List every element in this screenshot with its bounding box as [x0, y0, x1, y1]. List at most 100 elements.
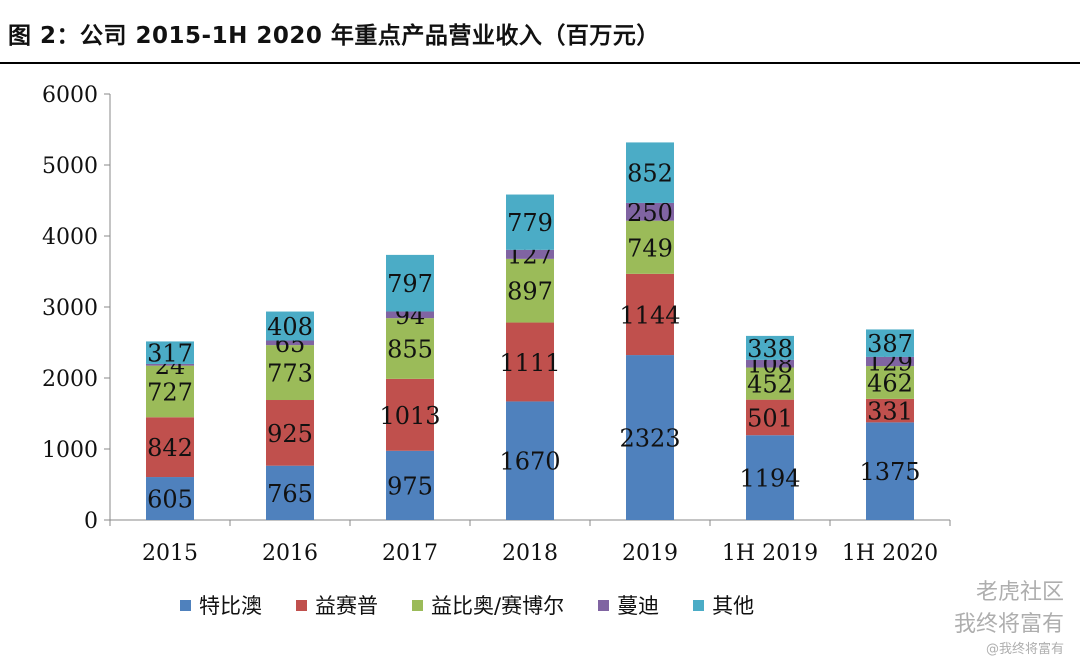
data-label: 765 [267, 480, 313, 508]
bar-segment [746, 435, 794, 520]
bar-segment [626, 142, 674, 203]
bar-segment [266, 400, 314, 466]
bar-segment [386, 311, 434, 319]
data-label: 2323 [619, 425, 680, 453]
legend-item: 益比奥/赛博尔 [412, 590, 564, 620]
bar-segment [506, 258, 554, 323]
bar-segment [746, 399, 794, 436]
bar-segment [746, 359, 794, 368]
x-tick-label: 2016 [262, 541, 318, 566]
watermark-line2: @我终将富有 [985, 642, 1064, 657]
bar-segment [626, 202, 674, 221]
bar-segment [386, 254, 434, 312]
bar-segment [386, 450, 434, 520]
bar-segment [866, 329, 914, 357]
data-label: 331 [867, 398, 913, 426]
bar-segment [386, 318, 434, 379]
bar-segment [866, 422, 914, 520]
bar-segment [146, 363, 194, 366]
x-tick-label: 2019 [622, 541, 678, 566]
data-label: 852 [627, 160, 673, 188]
bar-segment [626, 355, 674, 520]
legend-label: 特比澳 [199, 594, 262, 618]
legend-label: 蔓迪 [617, 594, 660, 618]
data-label: 1013 [379, 402, 440, 430]
bar-segment [266, 311, 314, 341]
legend-swatch [180, 599, 191, 611]
data-label: 408 [267, 313, 313, 341]
data-label: 1111 [499, 349, 560, 377]
data-label: 452 [747, 371, 793, 399]
bar-segment [266, 340, 314, 346]
x-tick-label: 2018 [502, 541, 558, 566]
x-tick-label: 2015 [142, 541, 198, 566]
data-label: 779 [507, 209, 553, 237]
legend-label: 益赛普 [315, 594, 378, 618]
bar-segment [506, 401, 554, 520]
data-label: 727 [147, 378, 193, 406]
data-label: 338 [747, 335, 793, 363]
legend-swatch [598, 599, 610, 611]
legend-item: 益赛普 [296, 590, 378, 620]
legend-label: 其他 [712, 594, 755, 618]
chart-title: 图 2：公司 2015-1H 2020 年重点产品营业收入（百万元） [8, 23, 660, 49]
legend-item: 特比澳 [180, 590, 262, 620]
y-tick-label: 4000 [42, 225, 98, 250]
chart-legend: 特比澳 益赛普 益比奥/赛博尔 蔓迪 其他 [180, 590, 754, 620]
data-label: 855 [387, 335, 433, 363]
data-label: 1375 [859, 458, 920, 486]
data-label: 975 [387, 472, 433, 500]
x-tick-label: 1H 2020 [842, 541, 938, 566]
x-tick-label: 1H 2019 [722, 541, 818, 566]
data-label: 1670 [499, 448, 560, 476]
data-label: 605 [147, 486, 193, 514]
y-tick-label: 0 [84, 509, 98, 534]
data-label: 1194 [739, 465, 800, 493]
y-tick-label: 3000 [42, 296, 98, 321]
y-tick-label: 6000 [42, 83, 98, 108]
bar-segment [506, 194, 554, 250]
bar-segment [146, 341, 194, 364]
legend-item: 其他 [693, 590, 754, 620]
bar-segment [146, 477, 194, 520]
bar-segment [146, 365, 194, 418]
bar-segment [146, 417, 194, 478]
y-tick-label: 2000 [42, 367, 98, 392]
bar-segment [746, 335, 794, 360]
y-tick-label: 5000 [42, 154, 98, 179]
bar-segment [866, 366, 914, 399]
y-tick-label: 1000 [42, 438, 98, 463]
watermark: 老虎社区 我终将富有 @我终将富有 [954, 574, 1064, 657]
legend-item: 蔓迪 [598, 590, 659, 620]
bar-segment [506, 322, 554, 402]
data-label: 1144 [619, 301, 680, 329]
data-label: 773 [267, 360, 313, 388]
bar-segment [626, 273, 674, 356]
data-label: 501 [747, 404, 793, 432]
data-label: 797 [387, 270, 433, 298]
bar-segment [506, 249, 554, 259]
stacked-bar-chart: 0100020003000400050006000605842727243172… [42, 83, 951, 566]
data-label: 842 [147, 434, 193, 462]
bar-segment [866, 398, 914, 423]
bar-segment [626, 220, 674, 274]
data-label: 317 [147, 340, 193, 368]
bar-segment [866, 356, 914, 367]
bar-segment [266, 345, 314, 401]
bar-segment [266, 465, 314, 520]
title-bar: 图 2：公司 2015-1H 2020 年重点产品营业收入（百万元） [0, 0, 1080, 64]
watermark-brand: 老虎社区 [975, 580, 1064, 605]
bar-segment [386, 378, 434, 451]
data-label: 387 [867, 330, 913, 358]
watermark-line1: 我终将富有 [953, 612, 1064, 637]
data-label: 749 [627, 234, 673, 262]
x-tick-label: 2017 [382, 541, 438, 566]
data-label: 897 [507, 278, 553, 306]
legend-swatch [693, 599, 705, 611]
data-label: 250 [627, 199, 673, 227]
data-label: 462 [867, 369, 913, 397]
bar-segment [746, 367, 794, 400]
legend-swatch [412, 599, 423, 611]
legend-label: 益比奥/赛博尔 [431, 594, 565, 618]
legend-swatch [296, 599, 307, 611]
